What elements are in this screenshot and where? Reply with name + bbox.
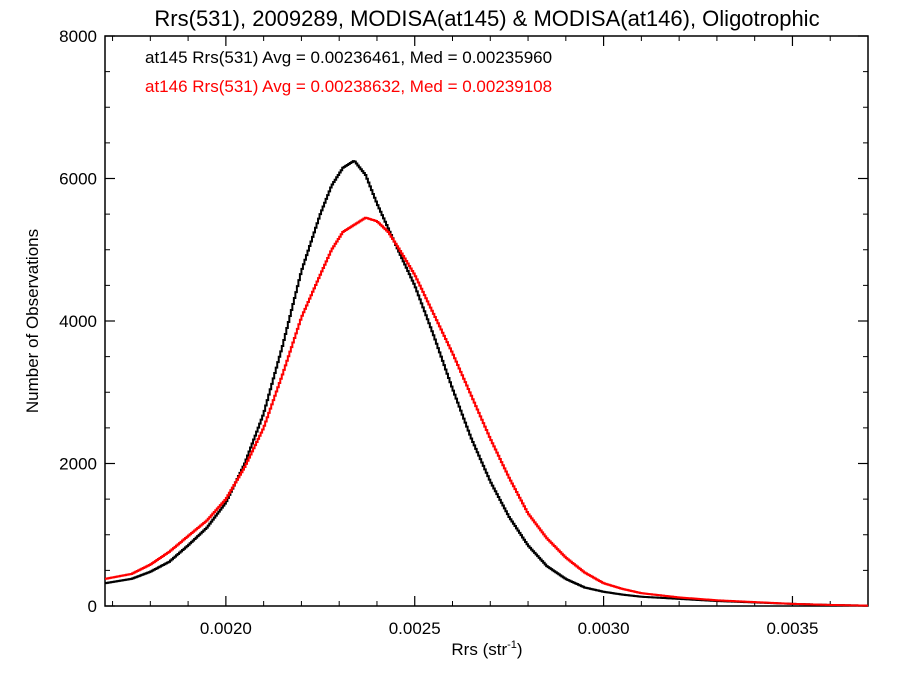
legend-entry-at146: at146 Rrs(531) Avg = 0.00238632, Med = 0… — [145, 77, 552, 96]
x-axis-label-main: Rrs (str — [451, 640, 507, 659]
series-line-at146 — [105, 216, 868, 607]
series-line-at145 — [105, 160, 868, 607]
x-tick-label: 0.0025 — [389, 619, 441, 638]
y-tick-label: 6000 — [59, 170, 97, 189]
x-tick-label: 0.0030 — [578, 619, 630, 638]
series-layer — [105, 160, 868, 607]
y-tick-label: 0 — [88, 597, 97, 616]
y-tick-label: 8000 — [59, 27, 97, 46]
x-axis: 0.0020 0.0025 0.0030 0.0035 — [112, 36, 869, 638]
y-axis-label: Number of Observations — [23, 229, 42, 413]
legend-entry-at145: at145 Rrs(531) Avg = 0.00236461, Med = 0… — [145, 48, 552, 67]
plot-frame — [104, 35, 869, 607]
x-tick-label: 0.0035 — [766, 619, 818, 638]
x-axis-label-close: ) — [517, 640, 523, 659]
chart-title: Rrs(531), 2009289, MODISA(at145) & MODIS… — [154, 6, 819, 31]
x-axis-label: Rrs (str-1) — [451, 639, 522, 659]
y-tick-label: 4000 — [59, 312, 97, 331]
x-tick-label: 0.0020 — [200, 619, 252, 638]
y-axis: 0 2000 4000 6000 8000 — [59, 27, 868, 616]
y-tick-label: 2000 — [59, 455, 97, 474]
x-axis-label-superscript: -1 — [507, 639, 517, 651]
